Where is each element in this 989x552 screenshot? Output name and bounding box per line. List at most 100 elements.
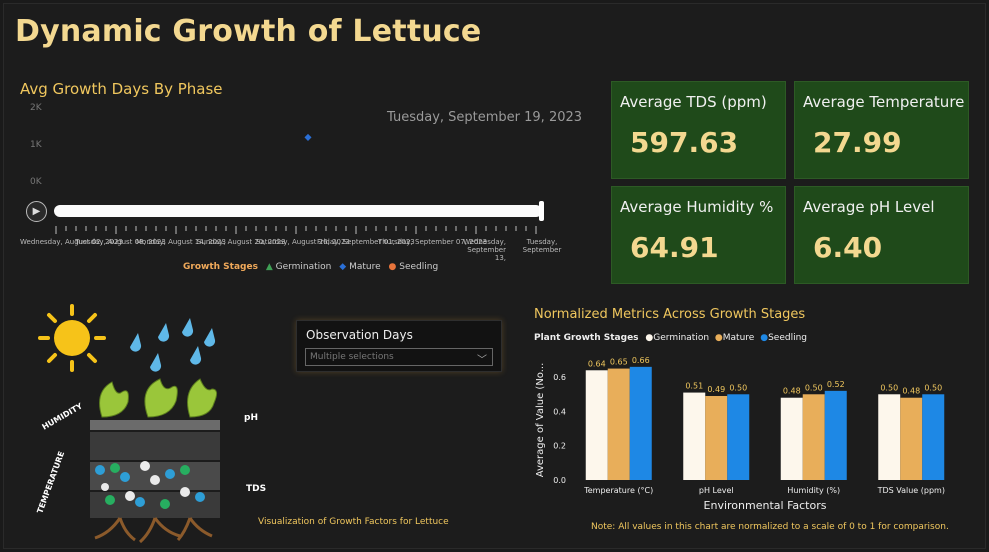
legend-item[interactable]: Seedling (768, 333, 807, 343)
x-tick-label: Saturday, August 26, 2023 (256, 238, 350, 246)
mature-data-point[interactable] (304, 133, 312, 141)
slider-handle[interactable] (539, 201, 544, 221)
chart-note: Note: All values in this chart are norma… (591, 522, 949, 532)
y-tick-label: 0.2 (553, 442, 566, 451)
y-tick-label: 0.6 (553, 373, 566, 382)
legend-item[interactable]: Seedling (399, 262, 439, 272)
data-label: 0.48 (902, 387, 920, 396)
temperature-label: TEMPERATURE (35, 450, 66, 515)
sun-icon (38, 304, 106, 372)
x-tick-label: pH Level (699, 486, 734, 495)
play-axis-slider[interactable] (54, 205, 542, 217)
kpi-label: Average TDS (ppm) (620, 93, 767, 111)
bar-chart: Average of Value (No... 0.0 0.2 0.4 0.6 0.64 0… (535, 356, 945, 512)
scatter-title: Avg Growth Days By Phase (20, 80, 223, 98)
legend-dot-icon: ● (760, 333, 769, 343)
data-label: 0.65 (610, 358, 628, 367)
lettuce-icon (99, 378, 218, 418)
kpi-label: Average Temperature (803, 93, 965, 111)
data-label: 0.64 (588, 359, 606, 368)
kpi-label: Average Humidity % (620, 198, 774, 216)
bar-seedling[interactable] (922, 394, 945, 480)
legend-dot-icon: ● (714, 333, 723, 343)
kpi-card-tds[interactable]: Average TDS (ppm) 597.63 (611, 81, 786, 179)
slider-ticks (55, 226, 537, 234)
x-tick-label: TDS Value (ppm) (877, 486, 945, 495)
play-icon: ▶ (32, 206, 41, 217)
triangle-icon: ▲ (265, 262, 273, 272)
y-tick-label: 0.4 (553, 407, 566, 416)
data-label: 0.49 (707, 385, 725, 394)
legend-dot-icon: ● (645, 333, 654, 343)
data-label: 0.52 (827, 380, 845, 389)
current-date-label: Tuesday, September 19, 2023 (387, 110, 583, 125)
legend-item[interactable]: Germination (275, 262, 332, 272)
data-label: 0.50 (880, 383, 898, 392)
x-tick-label: Sunday, August 20, 2023 (197, 238, 286, 246)
chevron-down-icon: ﹀ (477, 355, 487, 366)
x-tick-label: Temperature (°C) (583, 486, 653, 495)
data-label: 0.51 (685, 382, 703, 391)
kpi-label: Average pH Level (803, 198, 935, 216)
y-tick: 2K (30, 103, 42, 113)
x-tick-label: Humidity (%) (787, 486, 840, 495)
circle-icon: ● (388, 262, 397, 272)
x-axis-label: Environmental Factors (704, 499, 827, 512)
bar-seedling[interactable] (727, 394, 750, 480)
scatter-plot (304, 133, 312, 141)
bar-mature[interactable] (900, 397, 923, 480)
slicer-value: Multiple selections (310, 352, 394, 362)
x-tick-label: Tuesday, August 08, 2023 (75, 238, 166, 246)
bar-chart-title: Normalized Metrics Across Growth Stages (534, 307, 806, 322)
ph-label: pH (244, 413, 258, 423)
bar-germination[interactable] (878, 394, 901, 480)
kpi-card-humidity[interactable]: Average Humidity % 64.91 (611, 186, 786, 284)
humidity-label: HUMIDITY (41, 401, 85, 431)
soil-layers (90, 420, 220, 518)
bar-germination[interactable] (683, 392, 706, 480)
roots-icon (94, 517, 213, 544)
kpi-value: 27.99 (813, 126, 902, 159)
data-label: 0.50 (924, 383, 942, 392)
data-label: 0.66 (632, 356, 650, 365)
growth-factors-illustration: HUMIDITY TEMPERATURE pH TDS (35, 304, 266, 544)
kpi-value: 597.63 (630, 126, 739, 159)
y-tick-label: 0.0 (553, 476, 566, 485)
bar-chart-legend: Plant Growth Stages ●Germination ●Mature… (534, 333, 810, 343)
growth-stages-legend: Growth Stages ▲ Germination ◆ Mature ● S… (183, 262, 443, 272)
data-label: 0.50 (805, 383, 823, 392)
kpi-card-ph[interactable]: Average pH Level 6.40 (794, 186, 969, 284)
illustration-caption: Visualization of Growth Factors for Lett… (258, 517, 449, 527)
bar-mature[interactable] (802, 394, 825, 480)
x-tick-label: Monday, August 14, 2023 (136, 238, 226, 246)
diamond-icon: ◆ (339, 262, 347, 272)
tds-label: TDS (246, 484, 266, 494)
legend-item[interactable]: Mature (722, 333, 755, 343)
kpi-value: 64.91 (630, 231, 719, 264)
observation-days-slicer[interactable]: Observation Days Multiple selections ﹀ (296, 320, 502, 372)
legend-item[interactable]: Germination (653, 333, 710, 343)
bar-mature[interactable] (705, 396, 728, 480)
data-label: 0.50 (729, 383, 747, 392)
bar-germination[interactable] (780, 397, 803, 480)
raindrop-icon (130, 318, 216, 372)
kpi-value: 6.40 (813, 231, 883, 264)
x-tick-label: Tuesday, September (522, 238, 562, 254)
bar-seedling[interactable] (629, 366, 652, 480)
bar-seedling[interactable] (824, 390, 847, 480)
bar-mature[interactable] (607, 368, 630, 480)
legend-item[interactable]: Mature (349, 262, 381, 272)
page-title: Dynamic Growth of Lettuce (15, 14, 482, 49)
x-tick-label: Friday, September 01, 2023 (317, 238, 415, 246)
x-tick-label: Wednesday, August 02, 2023 (20, 238, 123, 246)
slicer-dropdown[interactable]: Multiple selections ﹀ (305, 348, 493, 366)
y-tick: 1K (30, 140, 42, 150)
legend-title: Growth Stages (183, 262, 258, 272)
y-tick: 0K (30, 177, 42, 187)
y-axis-label: Average of Value (No... (535, 363, 546, 478)
kpi-card-temperature[interactable]: Average Temperature 27.99 (794, 81, 969, 179)
play-button[interactable]: ▶ (26, 201, 47, 222)
legend-title: Plant Growth Stages (534, 333, 639, 343)
slicer-title: Observation Days (306, 328, 413, 342)
bar-germination[interactable] (585, 370, 608, 480)
